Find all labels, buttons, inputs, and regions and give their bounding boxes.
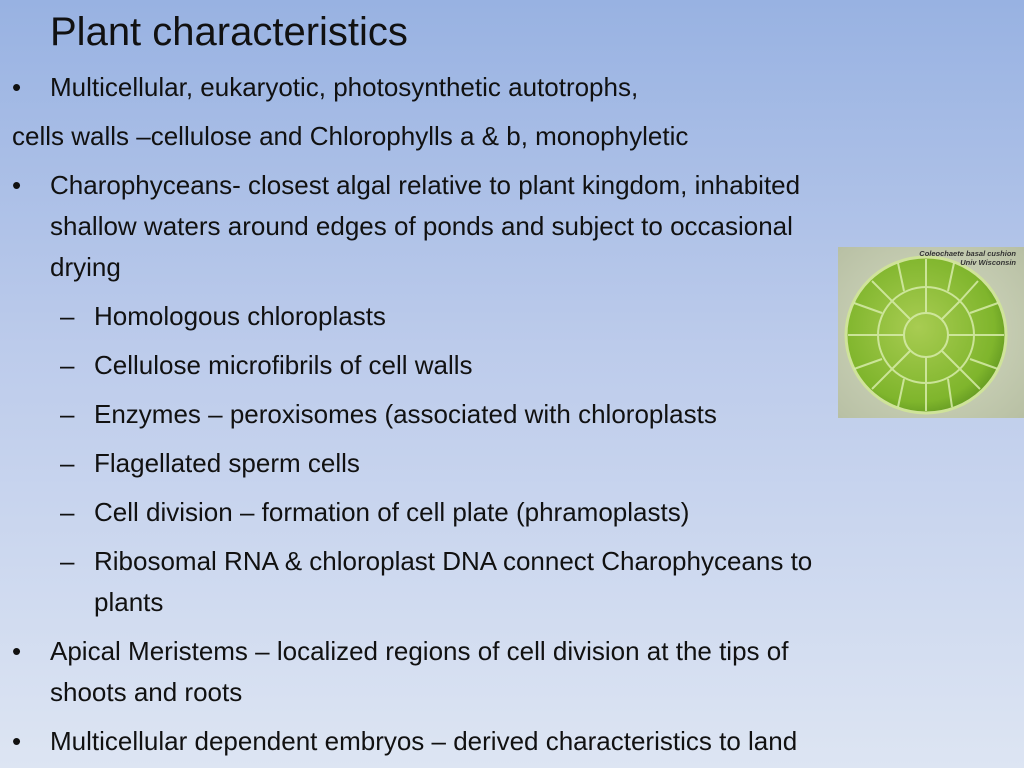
bullet-text: drying bbox=[50, 252, 121, 282]
bullet: • bbox=[12, 72, 22, 102]
bullet: – bbox=[60, 350, 75, 380]
bullet-text: Multicellular, eukaryotic, photosyntheti… bbox=[50, 72, 639, 102]
bullet-text: Cellulose microfibrils of cell walls bbox=[94, 350, 473, 380]
bullet-text: Enzymes – peroxisomes (associated with c… bbox=[94, 399, 717, 429]
bullet-text: shoots and roots bbox=[50, 677, 243, 707]
bullet-text: cells walls –cellulose and Chlorophylls … bbox=[12, 121, 689, 151]
bullet: • bbox=[12, 170, 22, 200]
bullet-text: Homologous chloroplasts bbox=[94, 301, 386, 331]
bullet-text: Ribosomal RNA & chloroplast DNA connect … bbox=[94, 546, 813, 576]
bullet: – bbox=[60, 448, 75, 478]
bullet-text: Flagellated sperm cells bbox=[94, 448, 360, 478]
photo-caption: Coleochaete basal cushion bbox=[919, 249, 1016, 258]
bullet-text: Multicellular dependent embryos – derive… bbox=[50, 726, 798, 756]
bullet-text: Apical Meristems – localized regions of … bbox=[50, 636, 789, 666]
bullet: – bbox=[60, 301, 75, 331]
bullet-text: Charophyceans- closest algal relative to… bbox=[50, 170, 801, 200]
algae-photo: Coleochaete basal cushion Univ Wisconsin bbox=[838, 247, 1024, 418]
bullet: • bbox=[12, 726, 22, 756]
bullet-text: shallow waters around edges of ponds and… bbox=[50, 211, 793, 241]
photo-caption: Univ Wisconsin bbox=[960, 258, 1016, 267]
bullet-text: Cell division – formation of cell plate … bbox=[94, 497, 690, 527]
photo-drawing bbox=[838, 247, 1024, 418]
slide-title: Plant characteristics bbox=[50, 10, 408, 54]
bullet: – bbox=[60, 497, 75, 527]
bullet: – bbox=[60, 546, 75, 576]
bullet: • bbox=[12, 636, 22, 666]
bullet-text: plants bbox=[94, 587, 164, 617]
bullet: – bbox=[60, 399, 75, 429]
